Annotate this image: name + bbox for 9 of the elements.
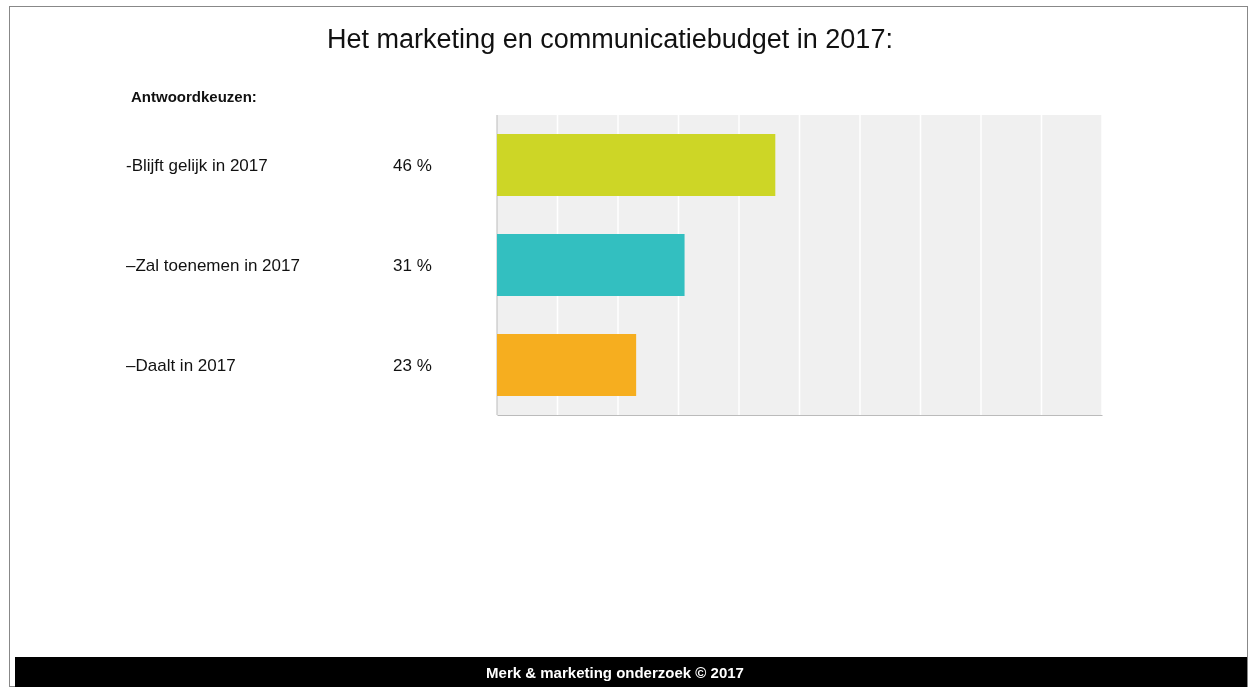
text: Merk & marketing onderzoek © 2017 bbox=[486, 664, 744, 681]
y-tick-label: –Daalt in 2017 bbox=[126, 355, 236, 375]
data-label: 31 % bbox=[393, 255, 432, 275]
y-tick-label: -Blijft gelijk in 2017 bbox=[126, 155, 268, 175]
chart-title: Het marketing en communicatiebudget in 2017: bbox=[327, 24, 893, 54]
data-label: 23 % bbox=[393, 355, 432, 375]
text: Antwoordkeuzen: bbox=[131, 88, 257, 105]
data-label: 46 % bbox=[393, 155, 432, 175]
y-tick-label: –Zal toenemen in 2017 bbox=[126, 255, 300, 275]
